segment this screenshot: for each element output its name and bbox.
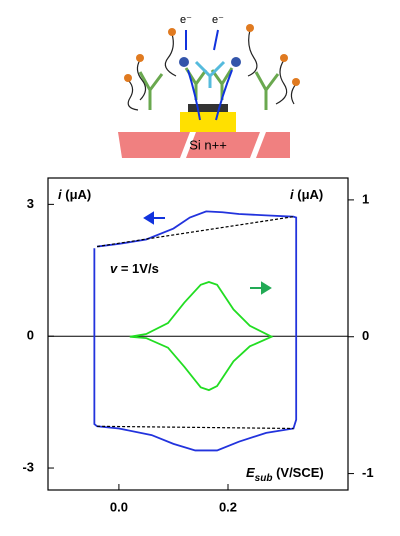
y-label: i (μA) (58, 187, 91, 202)
y-tick-label: 3 (27, 196, 34, 211)
linkers (127, 29, 297, 111)
antigen (194, 60, 226, 88)
y2-label-symbol: i (290, 187, 294, 202)
substrate-mid (186, 132, 260, 158)
substrate-label: Si n++ (189, 137, 227, 152)
x-tick-label: 0.0 (110, 499, 128, 514)
electrode (180, 112, 236, 132)
series-line (93, 210, 298, 452)
labels-orange (124, 24, 300, 86)
y-label-symbol: i (58, 187, 62, 202)
redox-probe (179, 57, 189, 67)
series-line (96, 216, 294, 248)
substrate-right (256, 132, 290, 158)
nanostructure (188, 104, 228, 112)
annotation-symbol: v (110, 261, 118, 276)
y2-tick-label: 0 (362, 328, 369, 343)
schematic: e⁻ e⁻ Si n++ (118, 14, 300, 158)
electron-label: e⁻ (212, 14, 224, 26)
x-label-sub: sub (255, 473, 273, 484)
electron-label: e⁻ (180, 14, 192, 26)
y2-tick-label: 1 (362, 191, 369, 206)
redox-probe (231, 57, 241, 67)
x-tick-label: 0.2 (219, 499, 237, 514)
axis-arrow (250, 281, 272, 295)
y-tick-label: 0 (27, 328, 34, 343)
annotation: v = 1V/s (110, 261, 159, 276)
plot-frame (47, 177, 349, 491)
y2-label-unit: (μA) (294, 187, 324, 202)
series-line (129, 281, 274, 392)
y-label-unit: (μA) (62, 187, 92, 202)
antibodies (138, 67, 280, 110)
y2-tick-label: -1 (362, 465, 374, 480)
x-label: Esub (V/SCE) (246, 465, 324, 483)
annotation-text: = 1V/s (117, 261, 159, 276)
electron-arrows (185, 29, 233, 121)
series-line (97, 425, 294, 430)
substrate-left (118, 132, 190, 158)
y2-label: i (μA) (290, 187, 323, 202)
axis-arrow (143, 211, 165, 225)
x-label-unit: (V/SCE) (272, 465, 323, 480)
y-tick-label: -3 (22, 459, 34, 474)
x-label-symbol: E (246, 465, 255, 480)
